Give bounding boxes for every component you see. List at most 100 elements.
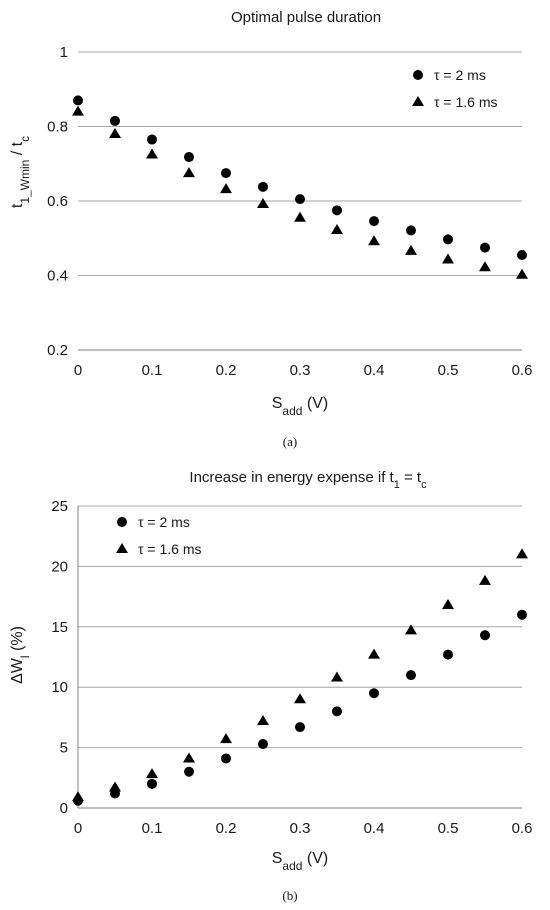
chart-a-caption: (a) [283,434,297,449]
chart-b-legend-series-1: τ = 2 ms [138,514,190,530]
chart-a-x-ticks: 0 0.1 0.2 0.3 0.4 0.5 0.6 [74,362,533,379]
x-tick-label: 0 [74,820,82,837]
data-point-circle [221,753,231,764]
chart-a-points [72,95,528,279]
x-tick-label: 0.1 [142,362,163,379]
data-point-triangle [479,261,491,272]
data-point-triangle [442,599,454,610]
data-point-triangle [146,148,158,159]
legend-circle-marker [413,70,423,80]
x-tick-label: 0.2 [216,820,237,837]
data-point-triangle [368,235,380,246]
chart-a-title: Optimal pulse duration [231,9,381,26]
data-point-circle [258,738,268,749]
data-point-circle [147,778,157,789]
data-point-triangle [220,733,232,744]
y-tick-label: 20 [51,558,68,575]
data-point-circle [184,766,194,777]
y-tick-label: 1 [60,44,68,61]
chart-b-caption: (b) [282,888,297,903]
data-point-triangle [294,211,306,222]
y-tick-label: 0 [60,800,68,817]
chart-b-points [72,548,528,806]
chart-b-y-axis-label: ΔWl (%) [9,626,32,684]
x-tick-label: 0.2 [216,362,237,379]
chart-a: Optimal pulse duration 0.2 0.4 0.6 0.8 1 0 0.… [9,9,532,449]
chart-a-legend-series-2: τ = 1.6 ms [434,94,498,110]
data-point-circle [110,115,120,126]
legend-triangle-marker [412,96,424,106]
data-point-circle [295,722,305,733]
x-tick-label: 0.1 [142,820,163,837]
chart-b-title: Increase in energy expense if t1 = tc [189,469,427,491]
chart-a-y-axis-label: t1_Wmin / tc [9,136,32,208]
y-tick-label: 25 [51,498,68,515]
data-point-circle [443,234,453,245]
data-point-circle [332,706,342,717]
data-point-circle [221,168,231,179]
y-tick-label: 0.4 [47,268,68,285]
data-point-triangle [257,715,269,726]
data-point-triangle [405,244,417,255]
x-tick-label: 0.4 [364,362,385,379]
legend-circle-marker [117,517,127,527]
data-point-circle [517,609,527,620]
data-point-triangle [516,268,528,279]
data-point-triangle [72,791,84,802]
data-point-circle [406,225,416,236]
data-point-triangle [331,224,343,235]
y-tick-label: 10 [51,679,68,696]
data-point-triangle [220,183,232,194]
data-point-triangle [294,693,306,704]
data-point-triangle [405,624,417,635]
y-tick-label: 0.8 [47,119,68,136]
x-tick-label: 0.6 [512,362,533,379]
data-point-triangle [109,781,121,792]
data-point-triangle [146,768,158,779]
chart-b-x-ticks: 0 0.1 0.2 0.3 0.4 0.5 0.6 [74,820,533,837]
data-point-circle [258,181,268,192]
data-point-triangle [72,105,84,116]
data-point-triangle [109,127,121,138]
x-tick-label: 0.6 [512,820,533,837]
legend-triangle-marker [116,543,128,553]
chart-a-x-axis-label: Sadd (V) [272,395,328,418]
chart-a-y-ticks: 0.2 0.4 0.6 0.8 1 [47,44,68,359]
data-point-triangle [516,548,528,559]
y-tick-label: 0.6 [47,193,68,210]
y-tick-label: 15 [51,619,68,636]
data-point-circle [332,205,342,216]
data-point-triangle [479,574,491,585]
data-point-triangle [257,197,269,208]
chart-b-legend-series-2: τ = 1.6 ms [138,541,202,557]
data-point-triangle [183,167,195,178]
data-point-circle [369,216,379,227]
data-point-triangle [331,671,343,682]
chart-b-y-ticks: 0 5 10 15 20 25 [51,498,68,817]
data-point-circle [295,194,305,205]
x-tick-label: 0.5 [438,362,459,379]
data-point-triangle [442,253,454,264]
chart-a-legend: τ = 2 ms τ = 1.6 ms [412,67,498,110]
data-point-circle [480,242,490,253]
data-point-triangle [368,648,380,659]
data-point-circle [184,152,194,163]
data-point-triangle [183,752,195,763]
x-tick-label: 0 [74,362,82,379]
data-point-circle [147,134,157,145]
chart-a-legend-series-1: τ = 2 ms [434,67,486,83]
data-point-circle [443,649,453,660]
chart-b-x-axis-label: Sadd (V) [272,850,328,873]
data-point-circle [406,670,416,681]
data-point-circle [369,688,379,699]
chart-b-gridlines [77,505,522,809]
x-tick-label: 0.4 [364,820,385,837]
y-tick-label: 0.2 [47,342,68,359]
data-point-circle [517,250,527,261]
y-tick-label: 5 [60,740,68,757]
x-tick-label: 0.5 [438,820,459,837]
data-point-circle [73,95,83,106]
x-tick-label: 0.3 [290,362,311,379]
x-tick-label: 0.3 [290,820,311,837]
